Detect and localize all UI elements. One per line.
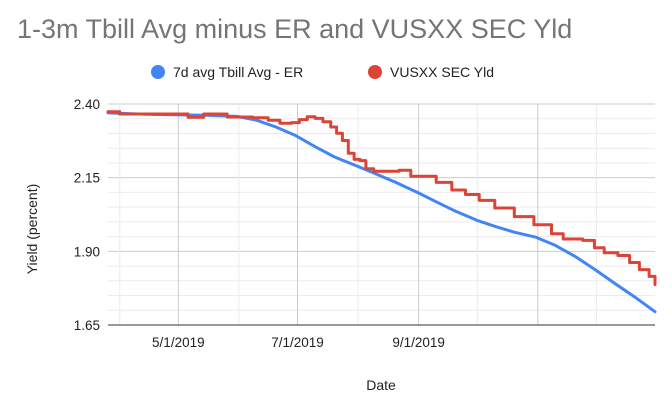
legend-marker-tbill [151, 65, 165, 79]
y-tick-label: 2.15 [74, 171, 100, 186]
x-tick-label: 7/1/2019 [271, 335, 324, 350]
series-line-tbill [106, 111, 657, 314]
legend-item-vusxx[interactable]: VUSXX SEC Yld [368, 64, 494, 80]
legend-label-tbill: 7d avg Tbill Avg - ER [173, 64, 303, 80]
series-lines [106, 110, 657, 314]
x-axis-title: Date [366, 377, 396, 393]
legend-label-vusxx: VUSXX SEC Yld [390, 64, 494, 80]
series-line-vusxx [106, 110, 657, 287]
x-axis-ticks: 5/1/2019 7/1/2019 9/1/2019 [152, 335, 445, 350]
y-tick-label: 2.40 [74, 97, 100, 112]
legend-item-tbill[interactable]: 7d avg Tbill Avg - ER [151, 64, 303, 80]
chart-title: 1-3m Tbill Avg minus ER and VUSXX SEC Yl… [17, 14, 573, 44]
y-axis-title: Yield (percent) [24, 184, 40, 275]
legend: 7d avg Tbill Avg - ER VUSXX SEC Yld [151, 64, 494, 80]
x-tick-label: 9/1/2019 [392, 335, 445, 350]
y-tick-label: 1.90 [74, 244, 100, 259]
y-axis-ticks: 2.40 2.15 1.90 1.65 [74, 97, 100, 333]
y-tick-label: 1.65 [74, 318, 100, 333]
legend-marker-vusxx [368, 65, 382, 79]
x-tick-label: 5/1/2019 [152, 335, 205, 350]
grid [108, 103, 655, 326]
